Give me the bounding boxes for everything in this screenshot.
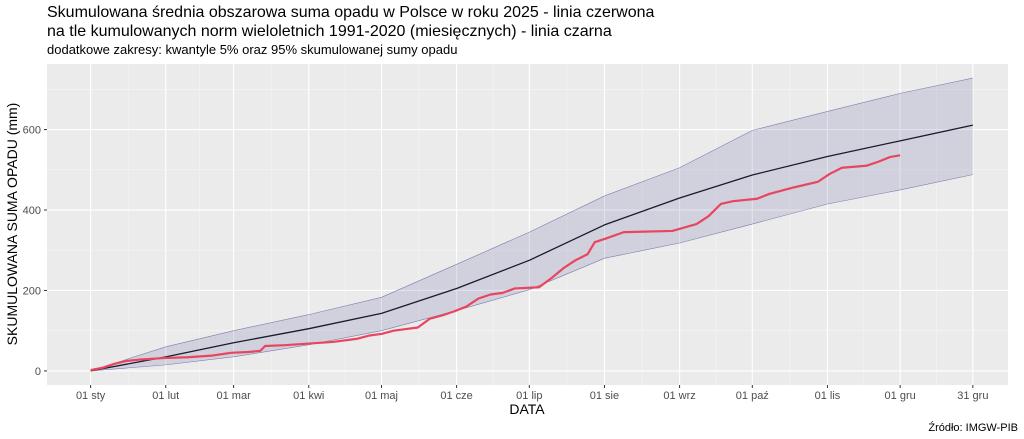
- x-tick-label: 01 paź: [736, 390, 769, 402]
- x-tick-label: 01 mar: [217, 390, 252, 402]
- y-tick-label: 200: [23, 285, 41, 297]
- plot-panel: [47, 64, 1008, 385]
- series-line: [90, 154, 901, 372]
- quantile-edge: [90, 77, 973, 372]
- x-tick-label: 01 lip: [516, 390, 542, 402]
- x-tick-label: 01 gru: [885, 390, 916, 402]
- x-tick-label: 01 cze: [440, 390, 472, 402]
- x-tick-label: 01 kwi: [293, 390, 324, 402]
- quantile-band: [90, 78, 973, 371]
- x-tick-label: 01 sty: [76, 390, 106, 402]
- x-axis-title: DATA: [509, 401, 545, 417]
- y-tick-label: 600: [23, 125, 41, 137]
- y-tick-label: 400: [23, 205, 41, 217]
- x-tick-label: 01 lis: [815, 390, 841, 402]
- chart-subtitle: dodatkowe zakresy: kwantyle 5% oraz 95% …: [47, 42, 457, 57]
- y-axis-title: SKUMULOWANA SUMA OPADU (mm): [4, 103, 20, 346]
- series-line: [90, 124, 973, 372]
- quantile-edge: [90, 174, 973, 372]
- x-tick-label: 31 gru: [957, 390, 988, 402]
- x-tick-label: 01 wrz: [663, 390, 695, 402]
- y-tick-label: 0: [35, 366, 41, 378]
- caption: Źródło: IMGW-PIB: [928, 421, 1018, 434]
- x-tick-label: 01 lut: [152, 390, 179, 402]
- x-tick-label: 01 maj: [365, 390, 398, 402]
- chart-title: Skumulowana średnia obszarowa suma opadu…: [47, 4, 655, 21]
- chart-title: na tle kumulowanych norm wieloletnich 19…: [47, 23, 612, 40]
- x-tick-label: 01 sie: [590, 390, 619, 402]
